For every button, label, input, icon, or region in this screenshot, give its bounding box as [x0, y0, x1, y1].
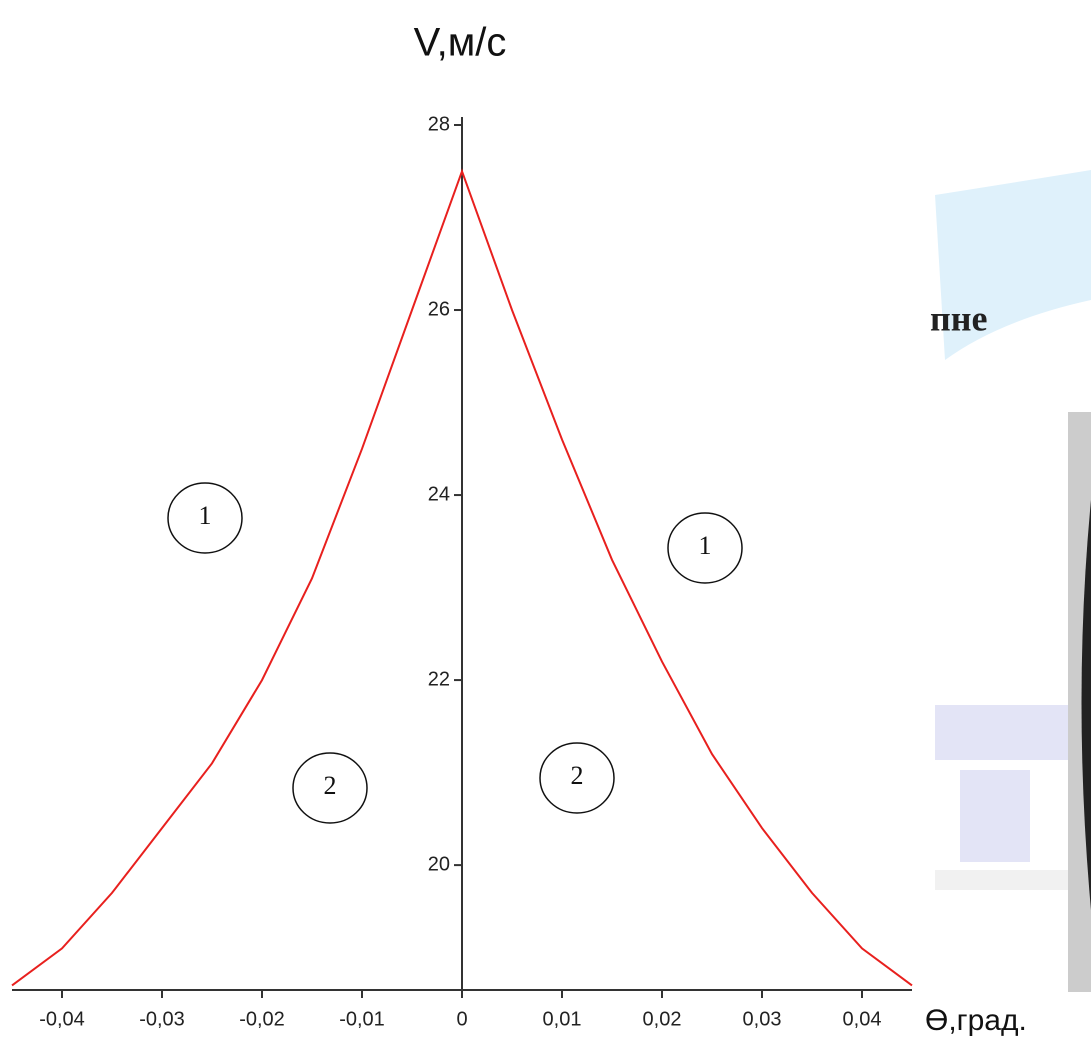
annotation: 2	[324, 771, 337, 800]
logo-strip	[935, 870, 1091, 890]
y-tick-label: 24	[428, 483, 450, 505]
y-tick-label: 20	[428, 853, 450, 875]
y-tick-label: 26	[428, 298, 450, 320]
x-tick-label: 0	[456, 1008, 467, 1030]
x-tick-label: 0,02	[643, 1008, 682, 1030]
x-tick-label: 0,04	[843, 1008, 882, 1030]
annotation: 2	[571, 761, 584, 790]
annotation: 1	[199, 501, 212, 530]
y-axis-label: V,м/с	[414, 21, 507, 65]
x-axis-label: Ө,град.	[925, 1004, 1027, 1037]
logo-bar	[935, 705, 1091, 760]
x-tick-label: -0,02	[239, 1008, 285, 1030]
x-tick-label: -0,04	[39, 1008, 85, 1030]
background-text: пне	[930, 298, 987, 338]
x-tick-label: -0,03	[139, 1008, 185, 1030]
logo-block	[960, 770, 1030, 862]
y-tick-label: 22	[428, 668, 450, 690]
chart: пне V,м/с Ө,град. -0,04 -0,03 -0,02 -0,01 0 0…	[0, 0, 1091, 1045]
x-tick-label: -0,01	[339, 1008, 385, 1030]
y-tick-label: 28	[428, 113, 450, 135]
annotation: 1	[699, 531, 712, 560]
x-tick-label: 0,03	[743, 1008, 782, 1030]
x-tick-label: 0,01	[543, 1008, 582, 1030]
